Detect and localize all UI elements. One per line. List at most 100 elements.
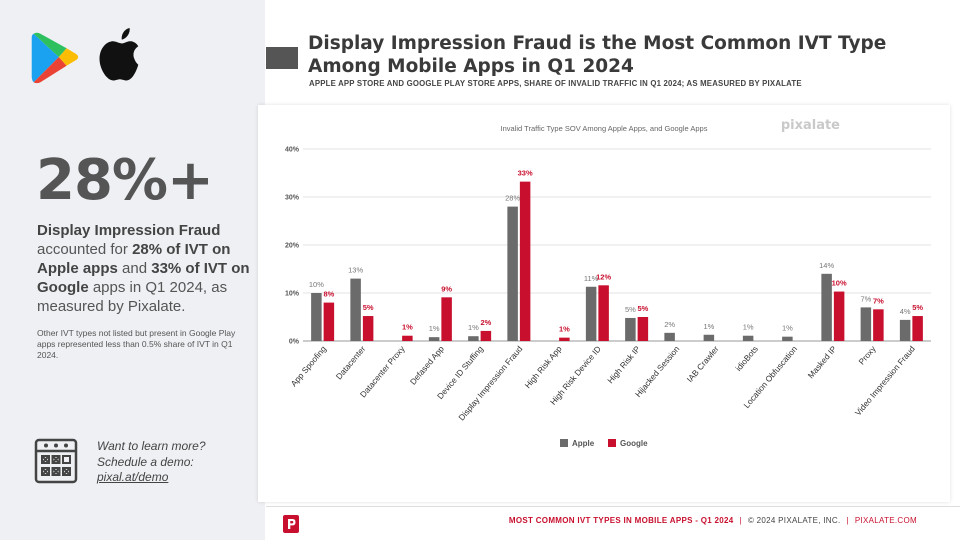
bar-apple [468, 336, 479, 341]
bar-apple [428, 337, 440, 341]
footer-separator: | [846, 516, 849, 525]
google-play-icon [31, 32, 79, 84]
stat-desc-part: 28% of IVT on Apple apps [37, 241, 231, 277]
legend-label-google: Google [620, 439, 648, 448]
bar-apple [742, 335, 754, 341]
pixalate-logo-icon [283, 515, 299, 533]
data-label-apple: 2% [664, 320, 675, 329]
bar-google [402, 335, 413, 341]
bar-google [637, 317, 649, 341]
bar-google [441, 297, 452, 341]
data-label-google: 1% [559, 325, 570, 334]
bar-apple [625, 317, 636, 341]
legend-swatch-apple [560, 439, 568, 447]
learn-more-block: Want to learn more? Schedule a demo: pix… [97, 439, 206, 486]
legend-swatch-google [608, 439, 616, 447]
data-label-google: 5% [363, 303, 374, 312]
sidebar-panel: 28%+ Display Impression Fraud accounted … [0, 0, 265, 540]
stat-desc-part: accounted for [37, 241, 133, 258]
x-tick-label: IAB Crawler [685, 344, 721, 385]
data-label-apple: 1% [468, 323, 479, 332]
data-label-apple: 13% [348, 266, 363, 275]
y-tick-label: 40% [285, 147, 300, 154]
data-label-apple: 14% [819, 261, 834, 270]
stat-note: Other IVT types not listed but present i… [37, 328, 236, 360]
x-tick-label: Defased App [408, 344, 446, 387]
watermark-logo: pixalate [781, 118, 840, 133]
x-tick-label: Display Impression Fraud [456, 344, 524, 423]
x-tick-label: Masked IP [806, 344, 839, 381]
y-tick-label: 20% [285, 243, 300, 250]
bar-google [598, 285, 609, 341]
bar-apple [664, 332, 675, 341]
data-label-apple: 1% [782, 324, 793, 333]
title-accent-bar [266, 47, 298, 69]
stat-desc-part: apps in Q1 2024, as measured by Pixalate… [37, 279, 228, 315]
headline-stat: 28%+ [36, 148, 214, 213]
data-label-apple: 5% [625, 305, 636, 314]
bar-apple [860, 307, 872, 341]
calendar-icon [34, 438, 78, 484]
bar-google [559, 337, 570, 341]
data-label-google: 8% [323, 290, 334, 299]
bar-apple [703, 334, 715, 341]
store-logos [31, 27, 139, 84]
page-title: Display Impression Fraud is the Most Com… [308, 33, 887, 77]
data-label-google: 5% [912, 303, 923, 312]
page-subtitle: APPLE APP STORE AND GOOGLE PLAY STORE AP… [309, 79, 802, 88]
bar-google [833, 291, 845, 341]
footer-separator: | [739, 516, 742, 525]
bar-apple [311, 293, 322, 341]
footer: MOST COMMON IVT TYPES IN MOBILE APPS - Q… [509, 516, 917, 525]
data-label-apple: 1% [743, 323, 754, 332]
data-label-google: 2% [480, 318, 491, 327]
y-tick-label: 30% [285, 195, 300, 202]
data-label-google: 7% [873, 296, 884, 305]
data-label-apple: 11% [584, 274, 599, 283]
bar-apple [899, 319, 911, 341]
footer-copyright: © 2024 PIXALATE, INC. [747, 516, 841, 525]
footer-divider [266, 506, 960, 507]
apple-icon [99, 27, 139, 81]
data-label-apple: 10% [309, 280, 324, 289]
data-label-google: 10% [832, 279, 847, 288]
bar-apple [507, 206, 518, 341]
bar-chart: Invalid Traffic Type SOV Among Apple App… [285, 118, 931, 448]
data-label-google: 1% [402, 323, 413, 332]
x-tick-label: App Spoofing [288, 344, 328, 389]
data-label-google: 5% [637, 304, 648, 313]
x-tick-label: Datacenter [334, 344, 368, 382]
data-label-apple: 4% [900, 307, 911, 316]
y-tick-label: 0% [289, 339, 300, 346]
bar-apple [782, 336, 793, 341]
x-tick-label: High Risk App [522, 344, 563, 391]
bar-google [873, 309, 884, 341]
data-label-google: 33% [518, 169, 533, 178]
x-tick-label: High Risk IP [605, 344, 642, 386]
bar-google [912, 316, 923, 341]
bar-apple [821, 273, 832, 341]
bar-google [323, 302, 335, 341]
footer-site-link[interactable]: PIXALATE.COM [854, 516, 917, 525]
footer-title: MOST COMMON IVT TYPES IN MOBILE APPS - Q… [508, 516, 734, 525]
demo-link[interactable]: pixal.at/demo [97, 470, 169, 484]
bar-apple [350, 278, 361, 341]
stat-description: Display Impression Fraud accounted for 2… [37, 221, 257, 316]
bar-google [519, 181, 531, 341]
data-label-apple: 1% [703, 322, 714, 331]
legend-label-apple: Apple [572, 439, 595, 448]
data-label-google: 9% [441, 284, 452, 293]
stat-desc-part: and [117, 260, 152, 277]
data-label-apple: 1% [429, 324, 440, 333]
bar-google [362, 316, 374, 341]
data-label-google: 12% [596, 272, 611, 281]
data-label-apple: 7% [860, 294, 871, 303]
learn-more-text: Want to learn more? [97, 439, 206, 453]
chart-card: Invalid Traffic Type SOV Among Apple App… [258, 105, 950, 502]
x-tick-label: idioBots [733, 344, 760, 373]
bar-google [480, 330, 492, 341]
stat-desc-part: Display Impression Fraud [37, 222, 221, 239]
y-tick-label: 10% [285, 291, 300, 298]
bar-apple [585, 286, 597, 341]
data-label-apple: 28% [505, 194, 520, 203]
